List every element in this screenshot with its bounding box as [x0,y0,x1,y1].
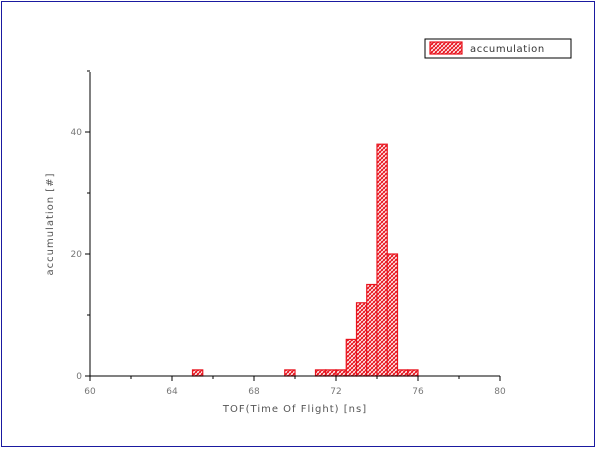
x-tick-label: 64 [166,387,178,397]
x-tick-label: 80 [494,387,506,397]
histogram-bar [325,369,337,377]
histogram-bar [335,369,347,377]
y-ticks-group: 0 20 40 [71,70,90,382]
histogram-bar [407,369,419,377]
histogram-bar [345,338,358,377]
legend: accumulation [424,38,572,59]
x-tick-label: 60 [84,387,96,397]
histogram-bar [386,253,399,377]
y-tick-label: 20 [71,250,83,260]
legend-swatch [429,41,463,55]
x-tick-label: 72 [330,387,341,397]
histogram-bar [284,369,296,377]
histogram-bar [314,369,327,377]
histogram-bar [355,302,368,377]
bars-group [191,143,419,377]
histogram-bar [396,369,409,377]
legend-label: accumulation [470,44,545,55]
x-tick-label: 68 [248,387,260,397]
x-axis-title: TOF(Time Of Flight) [ns] [222,404,367,415]
histogram-bar [366,283,378,377]
histogram-bar [376,143,388,377]
x-ticks-group: 60 64 68 72 76 80 [84,376,506,397]
y-axis-title: accumulation [#] [45,173,56,276]
y-tick-label: 0 [76,372,82,382]
histogram-bar [191,369,204,377]
y-tick-label: 40 [71,128,83,138]
x-tick-label: 76 [412,387,424,397]
